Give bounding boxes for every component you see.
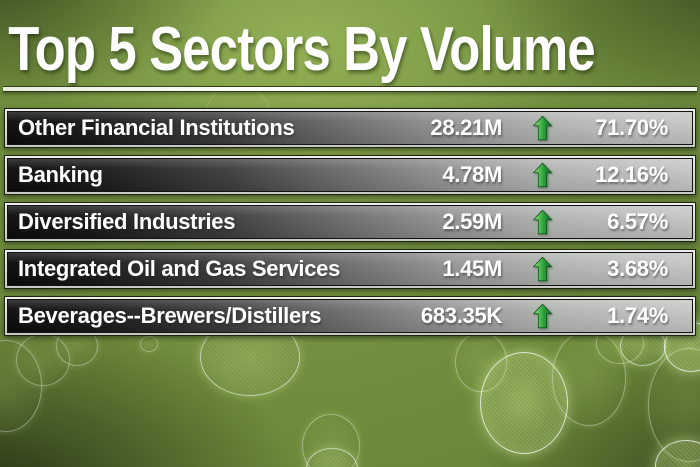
header: Top 5 Sectors By Volume <box>0 0 700 86</box>
sector-row: Other Financial Institutions 28.21M 71.7… <box>4 108 696 148</box>
sector-volume: 683.35K <box>420 303 502 328</box>
sector-name: Other Financial Institutions <box>18 115 295 140</box>
sector-volume: 1.45M <box>442 256 502 281</box>
up-arrow-icon <box>502 115 582 141</box>
page-title: Top 5 Sectors By Volume <box>8 15 595 84</box>
sector-percent: 3.68% <box>607 256 668 281</box>
sector-row-content: Beverages--Brewers/Distillers 683.35K 1.… <box>7 299 693 333</box>
up-arrow-icon <box>502 256 582 282</box>
sector-row: Diversified Industries 2.59M 6.57% <box>4 202 696 242</box>
sector-row-content: Banking 4.78M 12.16% <box>7 158 693 192</box>
sector-row-content: Other Financial Institutions 28.21M 71.7… <box>7 111 693 145</box>
sector-row: Beverages--Brewers/Distillers 683.35K 1.… <box>4 296 696 336</box>
sector-percent: 6.57% <box>607 209 668 234</box>
sector-row-content: Integrated Oil and Gas Services 1.45M 3.… <box>7 252 693 286</box>
up-arrow-icon <box>502 162 582 188</box>
sector-volume: 2.59M <box>442 209 502 234</box>
up-arrow-icon <box>502 209 582 235</box>
sector-percent: 71.70% <box>595 115 668 140</box>
sector-name: Beverages--Brewers/Distillers <box>18 303 322 328</box>
up-arrow-icon <box>502 303 582 329</box>
sector-percent: 12.16% <box>595 162 668 187</box>
sector-row-content: Diversified Industries 2.59M 6.57% <box>7 205 693 239</box>
sector-name: Diversified Industries <box>18 209 236 234</box>
title-divider <box>3 86 697 92</box>
bokeh-circle <box>140 336 158 352</box>
sector-name: Banking <box>18 162 103 187</box>
sector-row: Banking 4.78M 12.16% <box>4 155 696 195</box>
sector-list: Other Financial Institutions 28.21M 71.7… <box>0 108 700 336</box>
sector-volume: 4.78M <box>442 162 502 187</box>
sector-volume: 28.21M <box>430 115 502 140</box>
sector-row: Integrated Oil and Gas Services 1.45M 3.… <box>4 249 696 289</box>
sector-percent: 1.74% <box>607 303 668 328</box>
sector-name: Integrated Oil and Gas Services <box>18 256 341 281</box>
